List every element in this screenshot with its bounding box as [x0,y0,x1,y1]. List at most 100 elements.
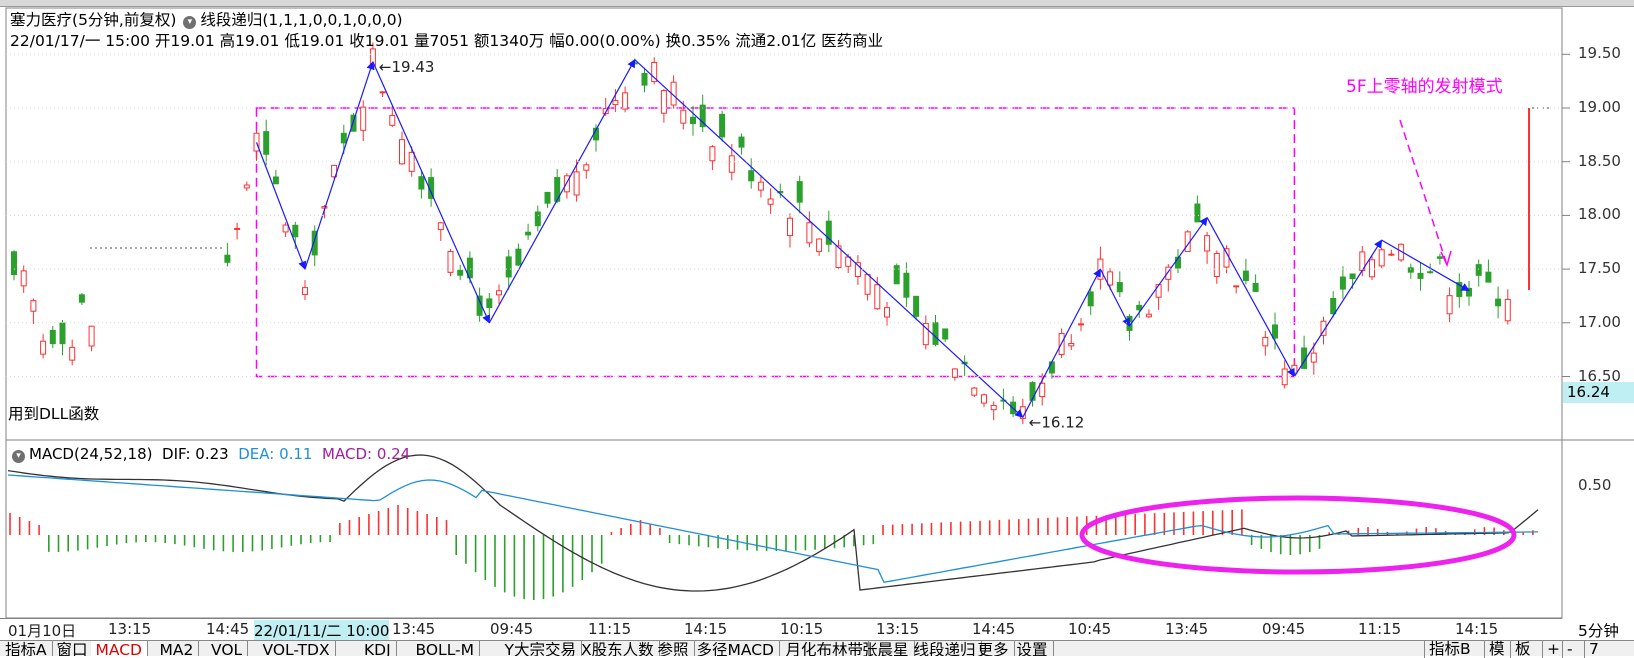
right-tab[interactable]: - [1562,640,1577,658]
candle-body [525,231,532,236]
right-tab[interactable]: 7 [1584,640,1603,658]
segment-line [1129,216,1208,327]
extreme-label: ←19.43 [379,58,435,76]
candle-body [554,177,561,202]
indicator-tab-bar: 指标A 窗口 MACD MA2 VOL VOL-TDX KDJ BOLL-M Y大宗交易 X股东人… [0,640,1634,656]
chart-title-line: 塞力医疗(5分钟,前复权) ▾ 线段递归(1,1,1,0,0,1,0,0,0) [10,10,403,30]
candle-body [447,250,454,273]
indicator-tab[interactable]: KDJ [359,641,397,656]
candle-body [457,269,464,276]
candle-body [1039,382,1046,398]
candle-body [719,113,726,138]
candle-body [243,184,250,189]
candle-body [49,329,56,345]
candle-body [234,227,241,230]
indicator-tab[interactable]: 参照 [653,641,695,656]
dif-line [7,454,1539,592]
segment-line [1293,239,1383,377]
candle-body [466,257,473,279]
price-tick-label: 18.50 [1578,151,1621,170]
candle-body [884,307,890,318]
indicator-tab[interactable]: VOL-TDX [258,641,336,656]
time-tick-label: 22/01/11/二 10:00 [254,620,390,641]
candle-body [641,72,648,86]
time-tick-label: 09:45 [490,620,534,638]
macd-toggle-icon[interactable]: ▾ [12,450,25,463]
candle-body [437,222,444,231]
indicator-tab[interactable]: 窗口 [52,641,94,656]
candle-body [1291,364,1298,374]
macd-name[interactable]: MACD(24,52,18) [29,445,153,463]
candle-body [515,248,522,266]
candle-body [1427,271,1434,274]
indicator-toggle-icon[interactable]: ▾ [183,16,197,29]
candle-body [932,322,939,345]
candle-body [573,171,580,196]
time-tick-label: 13:15 [108,620,152,638]
candle-body [796,181,803,203]
candle-body [1485,271,1492,283]
annotation-text: 5F上零轴的发射模式 [1346,77,1503,97]
candle-body [981,394,987,404]
candle-body [350,114,357,132]
period-selector[interactable]: 5分钟 [1578,622,1619,640]
candle-body [951,368,958,378]
candle-body [806,222,813,244]
candle-body [379,91,386,94]
indicator-tab[interactable]: MA2 [155,641,200,656]
candle-body [544,191,551,204]
candle-body [903,272,910,298]
candle-body [1262,336,1269,347]
candle-body [20,270,27,287]
right-tab[interactable]: + [1542,640,1564,658]
candle-body [486,298,493,309]
candle-body [690,116,696,124]
candle-body [942,328,949,340]
candle-body [971,387,978,396]
indicator-tab[interactable]: 指标A [0,641,53,656]
candle-body [88,325,95,347]
indicator-tab[interactable]: VOL [206,641,249,656]
price-tick-label: 16.50 [1578,366,1621,385]
candle-body [30,300,37,312]
macd-dif: DIF: 0.23 [162,445,229,463]
time-tick-label: 10:45 [1068,620,1112,638]
candle-body [1155,284,1162,298]
highlight-ellipse [1079,495,1517,575]
top-tab-strip [0,0,1634,7]
indicator-tab[interactable]: BOLL-M [411,641,481,656]
indicator-name[interactable]: 线段递归(1,1,1,0,0,1,0,0,0) [200,11,403,29]
dea-line [7,474,1539,584]
candle-body [1310,352,1317,363]
candle-body [389,114,396,126]
indicator-tab[interactable]: X股东人数 [576,641,660,656]
time-tick-label: 09:45 [1262,620,1306,638]
quote-line: 22/01/17/一 15:00 开19.01 高19.01 低19.01 收1… [10,32,884,50]
right-tab[interactable]: 模 [1484,640,1509,658]
candle-body [651,62,658,83]
time-tick-label: 13:15 [876,620,920,638]
candle-body [1272,324,1278,339]
indicator-tab[interactable]: 更多 [973,641,1015,656]
indicator-tab[interactable]: 设置 [1012,641,1054,656]
price-tick-label: 18.00 [1578,205,1621,224]
time-tick-label: 14:15 [1455,620,1499,638]
indicator-tab[interactable]: 月化布林带 [781,641,870,656]
price-tick-label: 19.50 [1578,44,1621,63]
indicator-tab[interactable]: MACD [90,641,148,656]
candle-body [1320,320,1327,336]
candle-body [302,287,308,295]
segment-lines: ←19.43 ←16.12 [255,58,1470,431]
indicator-tab[interactable]: 多径MACD [692,641,780,656]
macd-axis-label: 0.50 [1578,476,1612,494]
time-tick-label: 11:15 [1358,620,1402,638]
candle-body [1107,271,1114,286]
indicator-tab[interactable]: Y大宗交易 [500,641,582,656]
indicator-tab[interactable]: 线段递归 [909,641,982,656]
indicator-tab[interactable]: 张晨星 [857,641,915,656]
right-tab[interactable]: 板 [1510,640,1535,658]
candle-body [854,262,861,277]
candle-body [1194,203,1201,223]
right-tab[interactable]: 指标B [1424,640,1475,658]
